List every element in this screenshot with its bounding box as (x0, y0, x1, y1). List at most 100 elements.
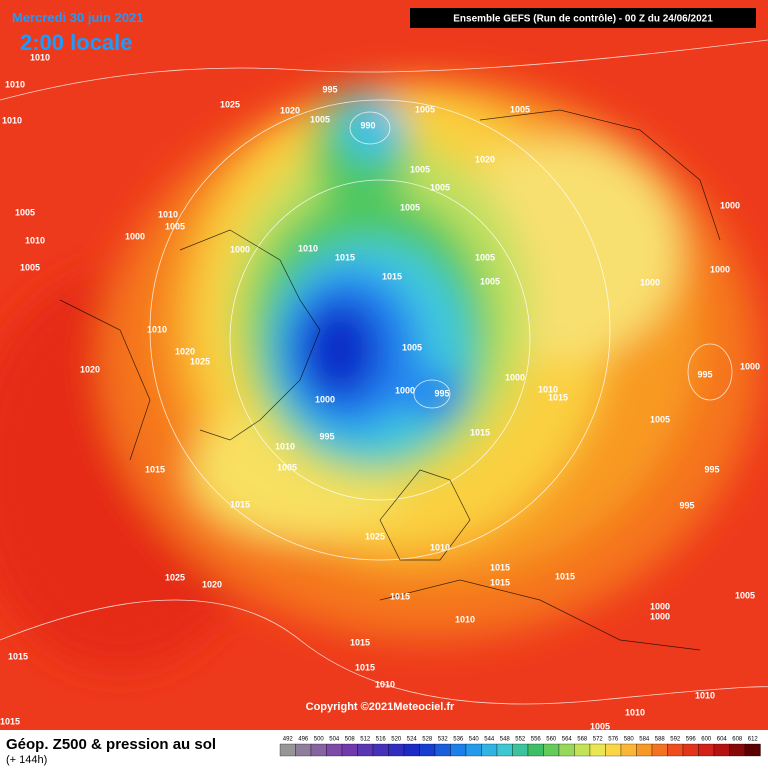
isobar-label: 995 (319, 431, 334, 441)
scale-swatch (512, 743, 529, 757)
scale-swatch (295, 743, 312, 757)
isobar-label: 1010 (147, 324, 167, 334)
scale-swatch (589, 743, 606, 757)
scale-label: 608 (732, 737, 743, 743)
scale-label: 604 (717, 737, 728, 743)
scale-swatch (496, 743, 513, 757)
isobar-label: 1010 (5, 79, 25, 89)
isobar-label: 1000 (710, 264, 730, 274)
run-info: Ensemble GEFS (Run de contrôle) - 00 Z d… (453, 14, 713, 25)
scale-swatch (527, 743, 544, 757)
isobar-label: 1015 (335, 252, 355, 262)
isobar-label: 1015 (490, 577, 510, 587)
geopotential-field (0, 0, 768, 730)
scale-label: 564 (562, 737, 573, 743)
isobar-label: 1025 (365, 531, 385, 541)
scale-swatch (310, 743, 327, 757)
isobar-label: 1005 (402, 342, 422, 352)
isobar-label: 1015 (230, 499, 250, 509)
isobar-label: 1010 (695, 690, 715, 700)
isobar-label: 1015 (470, 427, 490, 437)
scale-swatch (713, 743, 730, 757)
color-scale: 492 496 500 504 508 512 516 520 524 528 532 536 540 5… (279, 737, 761, 757)
scale-swatch (279, 743, 296, 757)
scale-label: 612 (748, 737, 759, 743)
isobar-label: 1010 (30, 52, 50, 62)
isobar-label: 1005 (590, 721, 610, 731)
isobar-label: 1010 (2, 115, 22, 125)
scale-swatch (744, 743, 761, 757)
scale-label: 588 (655, 737, 666, 743)
isobar-label: 1015 (548, 392, 568, 402)
scale-swatch (326, 743, 343, 757)
scale-swatch (620, 743, 637, 757)
isobar-label: 1005 (400, 202, 420, 212)
isobar-label: 1015 (350, 637, 370, 647)
legend-subtitle: (+ 144h) (6, 754, 47, 766)
scale-label: 544 (484, 737, 495, 743)
scale-label: 540 (469, 737, 480, 743)
scale-label: 536 (453, 737, 464, 743)
isobar-label: 995 (704, 464, 719, 474)
scale-swatch (434, 743, 451, 757)
scale-swatch (450, 743, 467, 757)
isobar-label: 1000 (125, 231, 145, 241)
isobar-label: 1020 (202, 579, 222, 589)
isobar-label: 1005 (310, 114, 330, 124)
isobar-label: 1000 (650, 601, 670, 611)
scale-label: 520 (391, 737, 402, 743)
scale-swatch (682, 743, 699, 757)
isobar-label: 995 (679, 500, 694, 510)
scale-swatch (341, 743, 358, 757)
scale-label: 492 (283, 737, 294, 743)
isobar-label: 1000 (740, 361, 760, 371)
scale-swatch (605, 743, 622, 757)
isobar-label: 1025 (190, 356, 210, 366)
isobar-label: 1005 (410, 164, 430, 174)
scale-label: 596 (686, 737, 697, 743)
isobar-label: 1005 (430, 182, 450, 192)
isobar-label: 995 (322, 84, 337, 94)
isobar-label: 1005 (165, 221, 185, 231)
isobar-label: 1000 (720, 200, 740, 210)
isobar-label: 1005 (475, 252, 495, 262)
scale-label: 592 (670, 737, 681, 743)
isobar-label: 1000 (230, 244, 250, 254)
scale-label: 500 (314, 737, 325, 743)
isobar-label: 1005 (415, 104, 435, 114)
map-date: Mercredi 30 juin 2021 (12, 10, 144, 25)
scale-swatch (419, 743, 436, 757)
isobar-label: 1025 (220, 99, 240, 109)
isobar-label: 1020 (175, 346, 195, 356)
scale-label: 556 (531, 737, 542, 743)
scale-label: 584 (639, 737, 650, 743)
isobar-label: 1015 (390, 591, 410, 601)
scale-label: 560 (546, 737, 557, 743)
isobar-label: 1000 (640, 277, 660, 287)
isobar-label: 1010 (298, 243, 318, 253)
scale-swatch (388, 743, 405, 757)
isobar-label: 1010 (25, 235, 45, 245)
scale-swatch (698, 743, 715, 757)
isobar-label: 1015 (555, 571, 575, 581)
scale-swatch (481, 743, 498, 757)
isobar-label: 995 (434, 388, 449, 398)
scale-label: 496 (298, 737, 309, 743)
isobar-label: 1000 (650, 611, 670, 621)
isobar-label: 1025 (165, 572, 185, 582)
scale-label: 548 (500, 737, 511, 743)
scale-label: 528 (422, 737, 433, 743)
isobar-label: 1005 (480, 276, 500, 286)
isobar-label: 1005 (15, 207, 35, 217)
scale-label: 512 (360, 737, 371, 743)
scale-swatch (543, 743, 560, 757)
isobar-label: 1010 (275, 441, 295, 451)
isobar-label: 1010 (375, 679, 395, 689)
scale-swatch (558, 743, 575, 757)
isobar-label: 1005 (20, 262, 40, 272)
isobar-label: 1015 (355, 662, 375, 672)
scale-label: 504 (329, 737, 340, 743)
run-box (410, 8, 756, 28)
